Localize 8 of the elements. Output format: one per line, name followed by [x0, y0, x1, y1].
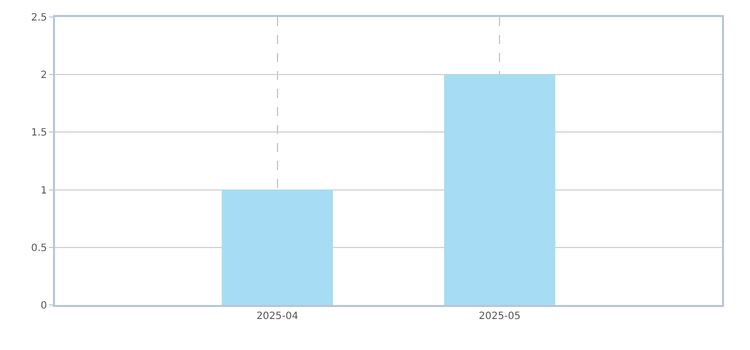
- x-tick-label: 2025-04: [256, 311, 298, 322]
- y-tick-label: 1: [40, 185, 47, 196]
- y-tick-label: 1.5: [31, 128, 47, 139]
- y-tick-label: 2.5: [31, 12, 47, 24]
- y-tick-label: 0: [40, 300, 47, 312]
- y-tick-label: 2: [40, 70, 47, 82]
- y-tick-label: 0.5: [31, 242, 47, 254]
- x-tick-label: 2025-05: [478, 311, 521, 322]
